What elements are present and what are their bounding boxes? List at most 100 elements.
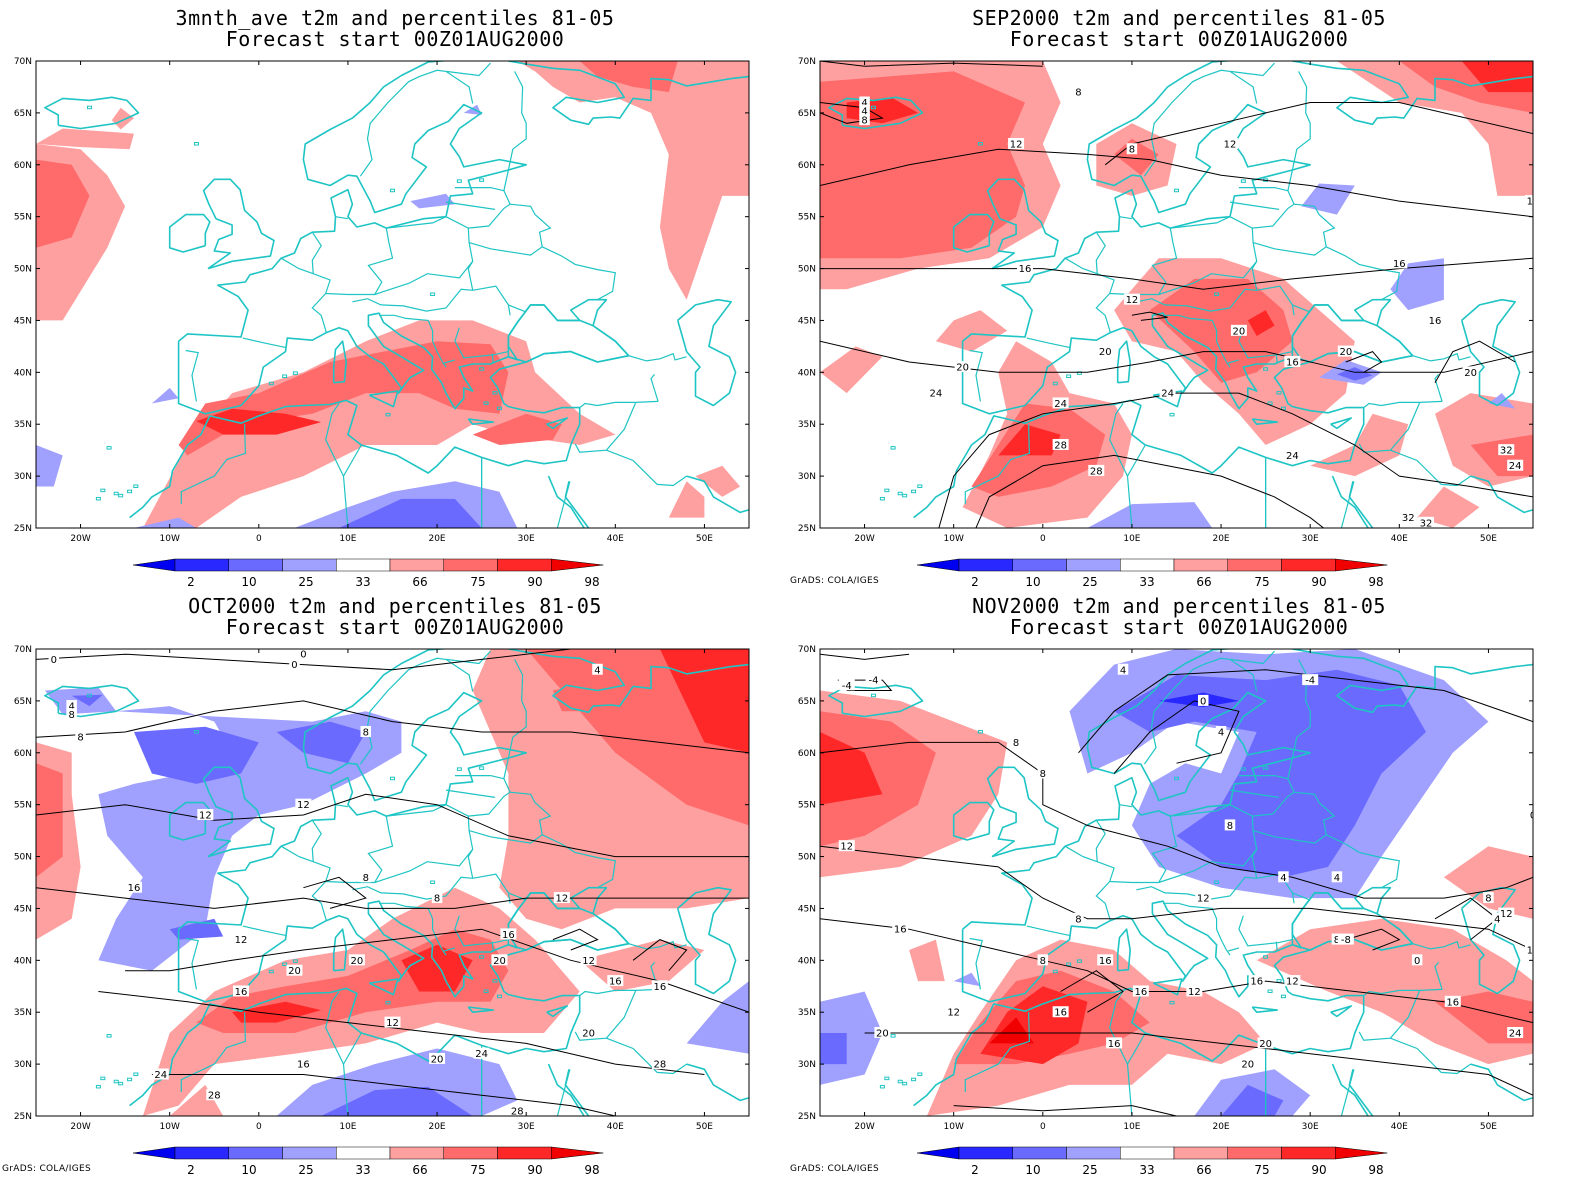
temperature-contour [36, 700, 749, 754]
island [100, 1076, 106, 1081]
lon-label: 20W [854, 1122, 874, 1132]
contour-label: 16 [654, 982, 667, 993]
country-border [1119, 216, 1132, 220]
percentile-shading [44, 687, 117, 715]
contour-label: 12 [1500, 909, 1513, 920]
contour-label: 8 [434, 894, 440, 905]
percentile-shading [1443, 846, 1533, 919]
country-border [1158, 804, 1258, 884]
lat-label: 70N [798, 57, 816, 67]
lon-label: 10E [1123, 1122, 1140, 1132]
contour-label-bg [1230, 324, 1247, 336]
country-border [579, 400, 659, 409]
contour-label: 8 [1013, 738, 1019, 749]
country-border [1434, 374, 1443, 402]
colorbar-segment [1173, 1146, 1228, 1160]
country-border [574, 990, 637, 1041]
contour-label-bg [859, 114, 870, 126]
temperature-contour [938, 392, 1533, 528]
colorbar-tick-label: 2 [971, 1163, 979, 1177]
colorbar-tick-label: 10 [241, 1163, 256, 1177]
coastline [1116, 928, 1132, 972]
island [385, 1000, 391, 1005]
colorbar-segment [1173, 558, 1228, 572]
country-border [311, 819, 322, 862]
panel-title: OCT2000 t2m and percentiles 81-05 [188, 594, 602, 618]
island [100, 488, 106, 493]
coastline [368, 390, 399, 408]
contour-label-bg [1239, 1058, 1256, 1070]
colorbar-tick-label: 25 [298, 1163, 313, 1177]
percentile-shading [410, 193, 455, 209]
lat-label: 40N [798, 368, 816, 378]
country-border [1229, 62, 1275, 77]
contour-label: 12 [947, 1008, 960, 1019]
contour-label-bg [48, 653, 60, 665]
contour-label: 4 [1334, 873, 1340, 884]
coastline [168, 213, 211, 253]
lon-label: 10E [1123, 534, 1140, 544]
lon-label: 20W [70, 1122, 90, 1132]
contour-label: 12 [1010, 140, 1023, 151]
contour-label: 16 [609, 977, 622, 988]
lat-label: 25N [798, 524, 816, 534]
coastline [952, 801, 995, 841]
contour-label-bg [1097, 954, 1114, 966]
contour-label-bg [1037, 767, 1049, 779]
contour-label-bg [892, 923, 909, 935]
contour-label-bg [1498, 907, 1515, 919]
contour-label: 16 [1250, 977, 1263, 988]
country-border [1363, 400, 1443, 409]
country-border [379, 314, 447, 368]
island [1169, 1000, 1175, 1005]
island [787, 386, 791, 389]
percentile-shading [36, 159, 90, 248]
lat-label: 25N [798, 1112, 816, 1122]
island [479, 766, 485, 770]
country-border [1064, 257, 1115, 334]
contour-label: 12 [1286, 977, 1299, 988]
colorbar-right-arrow [1335, 1146, 1388, 1160]
colorbar-segment [1012, 558, 1067, 572]
colorbar-tick-label: 10 [1025, 575, 1040, 589]
lon-label: 10W [944, 1122, 964, 1132]
coastline [1330, 417, 1353, 430]
temperature-contour [303, 876, 367, 909]
coastline [1330, 1005, 1353, 1018]
country-border [185, 349, 199, 402]
colorbar-tick-label: 33 [355, 1163, 370, 1177]
island [492, 391, 498, 395]
island [106, 446, 112, 450]
percentile-shading [953, 972, 981, 987]
colorbar-right-arrow [1335, 558, 1388, 572]
percentile-shading [169, 918, 224, 940]
contour-label-bg [1195, 892, 1212, 904]
country-border [1158, 216, 1258, 296]
contour-label-bg [874, 1026, 891, 1038]
contour-label-bg [1010, 736, 1022, 748]
island [86, 693, 92, 698]
contour-label: 32 [1402, 513, 1415, 524]
contour-label-bg [360, 726, 372, 738]
contour-label: 4 [1494, 914, 1500, 925]
contour-label: 12 [297, 800, 310, 811]
island [1052, 381, 1058, 386]
percentile-shading [232, 1001, 322, 1023]
lat-label: 55N [14, 801, 32, 811]
contour-label: 24 [1509, 461, 1522, 472]
lat-label: 30N [798, 472, 816, 482]
lat-label: 30N [798, 1060, 816, 1070]
lon-label: 50E [696, 1122, 713, 1132]
lat-label: 55N [798, 801, 816, 811]
colorbar-right-arrow [551, 1146, 604, 1160]
colorbar-left-arrow [916, 558, 960, 572]
contour-label: 8 [1227, 821, 1233, 832]
contour-label: 20 [1464, 368, 1477, 379]
island [1276, 391, 1282, 395]
contour-label: 24 [475, 1049, 488, 1060]
lat-label: 65N [798, 109, 816, 119]
contour-label: 16 [1446, 997, 1459, 1008]
map-frame [35, 648, 750, 1117]
